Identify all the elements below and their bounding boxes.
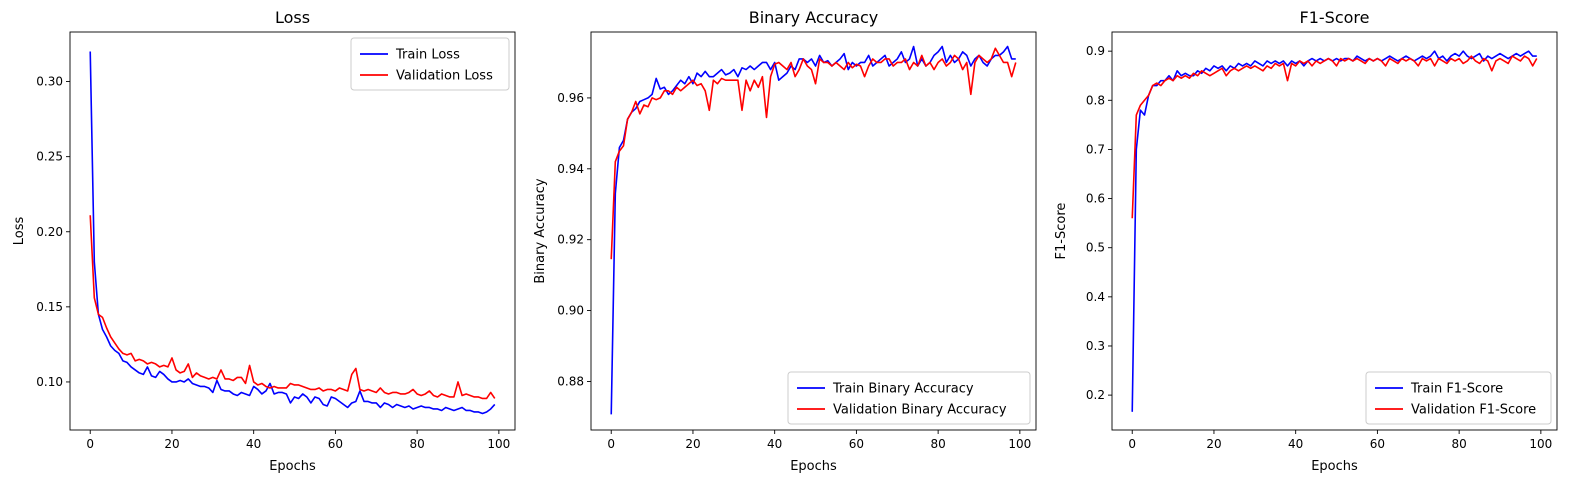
f1-score-ytick-label: 0.7 bbox=[1086, 142, 1105, 156]
binary-accuracy-legend-validation-label: Validation Binary Accuracy bbox=[833, 403, 1007, 418]
binary-accuracy-xtick-label: 100 bbox=[1008, 437, 1031, 451]
binary-accuracy-xtick-label: 20 bbox=[685, 437, 700, 451]
f1-score-xtick-label: 60 bbox=[1370, 437, 1385, 451]
loss-ylabel: Loss bbox=[12, 217, 27, 246]
loss-panel: Loss Epochs Loss Train Loss Validation L… bbox=[12, 8, 516, 474]
loss-xtick-label: 60 bbox=[328, 437, 343, 451]
loss-axes-frame bbox=[69, 31, 516, 431]
loss-ytick-label: 0.20 bbox=[36, 225, 63, 239]
f1-score-ytick-label: 0.6 bbox=[1086, 192, 1105, 206]
loss-xtick-label: 0 bbox=[86, 437, 94, 451]
loss-xtick-label: 20 bbox=[164, 437, 179, 451]
f1-score-xtick-label: 100 bbox=[1529, 437, 1552, 451]
binary-accuracy-ytick-label: 0.90 bbox=[557, 304, 584, 318]
f1-score-title: F1-Score bbox=[1300, 8, 1370, 27]
loss-legend-train-label: Train Loss bbox=[395, 48, 460, 63]
f1-score-xtick-label: 40 bbox=[1288, 437, 1303, 451]
binary-accuracy-legend-train-label: Train Binary Accuracy bbox=[832, 382, 974, 397]
loss-ytick-label: 0.10 bbox=[36, 375, 63, 389]
loss-series-lines bbox=[89, 51, 496, 415]
loss-ytick-label: 0.25 bbox=[36, 150, 63, 164]
f1-score-ytick-label: 0.2 bbox=[1086, 388, 1105, 402]
f1-score-legend-box bbox=[1365, 371, 1552, 425]
f1-score-ylabel: F1-Score bbox=[1054, 203, 1069, 260]
loss-ytick-label: 0.15 bbox=[36, 300, 63, 314]
binary-accuracy-xtick-label: 40 bbox=[767, 437, 782, 451]
binary-accuracy-legend: Train Binary Accuracy Validation Binary … bbox=[787, 371, 1031, 425]
loss-xtick-label: 80 bbox=[409, 437, 424, 451]
binary-accuracy-panel: Binary Accuracy Epochs Binary Accuracy T… bbox=[533, 8, 1037, 474]
f1-score-ytick-label: 0.5 bbox=[1086, 241, 1105, 255]
binary-accuracy-series-lines bbox=[610, 45, 1017, 415]
loss-ytick-label: 0.30 bbox=[36, 75, 63, 89]
f1-score-xlabel: Epochs bbox=[1311, 459, 1358, 474]
binary-accuracy-xtick-label: 0 bbox=[607, 437, 615, 451]
f1-score-axes-frame bbox=[1111, 31, 1558, 431]
binary-accuracy-axes-frame bbox=[590, 31, 1037, 431]
f1-score-xtick-label: 20 bbox=[1206, 437, 1221, 451]
binary-accuracy-train-line bbox=[610, 45, 1016, 415]
f1-score-ytick-label: 0.8 bbox=[1086, 93, 1105, 107]
binary-accuracy-ylabel: Binary Accuracy bbox=[533, 178, 548, 284]
f1-score-xtick-label: 0 bbox=[1128, 437, 1136, 451]
binary-accuracy-ytick-label: 0.96 bbox=[557, 91, 584, 105]
binary-accuracy-validation-line bbox=[610, 47, 1017, 260]
binary-accuracy-ytick-label: 0.92 bbox=[557, 233, 584, 247]
f1-score-ytick-label: 0.3 bbox=[1086, 339, 1105, 353]
loss-title: Loss bbox=[275, 8, 310, 27]
loss-legend: Train Loss Validation Loss bbox=[350, 37, 510, 91]
f1-score-panel: F1-Score Epochs F1-Score Train F1-Score … bbox=[1054, 8, 1558, 474]
f1-score-xtick-label: 80 bbox=[1451, 437, 1466, 451]
binary-accuracy-legend-box bbox=[787, 371, 1031, 425]
loss-legend-validation-label: Validation Loss bbox=[396, 69, 493, 84]
f1-score-ytick-label: 0.4 bbox=[1086, 290, 1105, 304]
loss-validation-line bbox=[89, 215, 496, 400]
f1-score-ytick-label: 0.9 bbox=[1086, 44, 1105, 58]
loss-xtick-label: 100 bbox=[487, 437, 510, 451]
f1-score-legend: Train F1-Score Validation F1-Score bbox=[1365, 371, 1552, 425]
binary-accuracy-xlabel: Epochs bbox=[790, 459, 837, 474]
f1-score-legend-validation-label: Validation F1-Score bbox=[1411, 403, 1536, 418]
f1-score-series-lines bbox=[1131, 50, 1538, 412]
loss-xtick-label: 40 bbox=[246, 437, 261, 451]
loss-xlabel: Epochs bbox=[269, 459, 316, 474]
binary-accuracy-xtick-label: 60 bbox=[849, 437, 864, 451]
f1-score-legend-train-label: Train F1-Score bbox=[1410, 382, 1503, 397]
loss-legend-box bbox=[350, 37, 510, 91]
f1-score-validation-line bbox=[1131, 55, 1538, 219]
binary-accuracy-xtick-label: 80 bbox=[930, 437, 945, 451]
loss-train-line bbox=[89, 51, 496, 415]
binary-accuracy-ytick-label: 0.88 bbox=[557, 374, 584, 388]
f1-score-train-line bbox=[1131, 50, 1537, 412]
binary-accuracy-title: Binary Accuracy bbox=[749, 8, 879, 27]
binary-accuracy-ytick-label: 0.94 bbox=[557, 162, 584, 176]
